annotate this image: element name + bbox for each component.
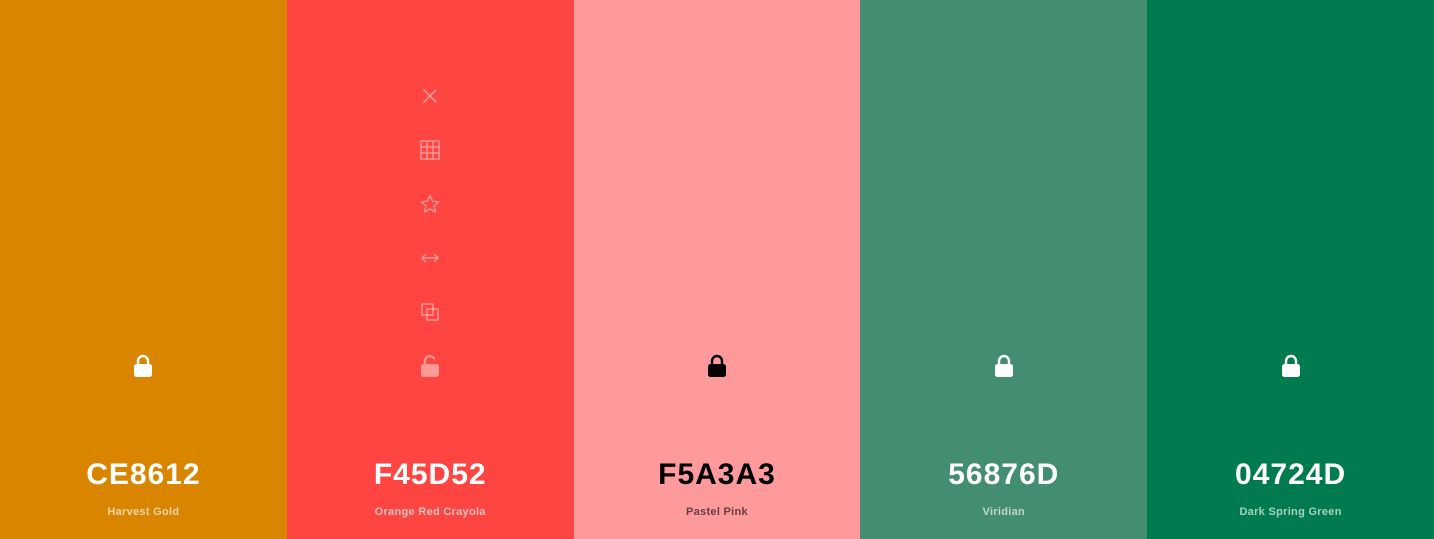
hex-code[interactable]: CE8612 [86, 458, 201, 491]
hex-code[interactable]: 56876D [948, 458, 1060, 491]
color-name: Viridian [982, 506, 1026, 518]
swatch-harvest-gold[interactable]: CE8612 Harvest Gold [0, 0, 287, 539]
color-name: Orange Red Crayola [374, 506, 486, 518]
shades-grid-icon[interactable] [418, 138, 442, 162]
hex-code[interactable]: F45D52 [373, 458, 487, 491]
swatch-viridian[interactable]: 56876D Viridian [860, 0, 1148, 539]
swatch-orange-red-crayola[interactable]: F45D52 Orange Red Crayola [286, 0, 574, 539]
color-name: Dark Spring Green [1239, 506, 1342, 518]
drag-arrows-icon[interactable] [418, 246, 442, 270]
swatch-toolbar [418, 84, 442, 354]
star-icon[interactable] [418, 192, 442, 216]
lock-icon[interactable] [705, 353, 729, 379]
color-name: Harvest Gold [107, 506, 180, 518]
swatch-pastel-pink[interactable]: F5A3A3 Pastel Pink [573, 0, 861, 539]
close-icon[interactable] [418, 84, 442, 108]
color-name: Pastel Pink [685, 506, 748, 518]
hex-code[interactable]: F5A3A3 [658, 458, 776, 491]
lock-icon[interactable] [992, 353, 1016, 379]
lock-icon[interactable] [1279, 353, 1303, 379]
swatch-dark-spring-green[interactable]: 04724D Dark Spring Green [1147, 0, 1434, 539]
copy-icon[interactable] [418, 300, 442, 324]
hex-code[interactable]: 04724D [1235, 458, 1347, 491]
lock-icon[interactable] [131, 353, 155, 379]
unlock-icon[interactable] [418, 353, 442, 379]
